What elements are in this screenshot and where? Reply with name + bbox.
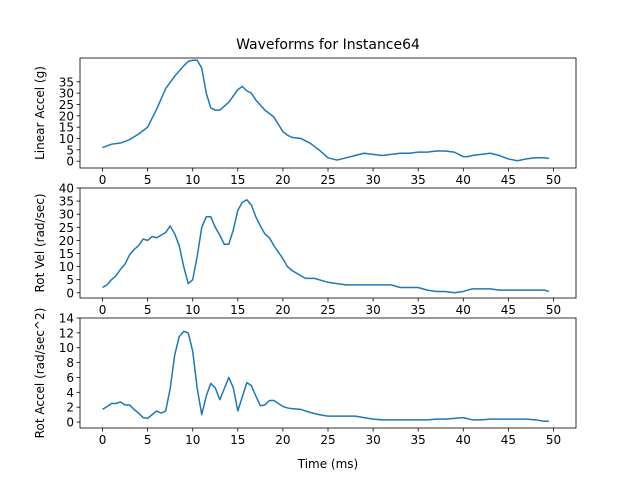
y-tick-label: 35 xyxy=(59,75,74,89)
x-tick-label: 15 xyxy=(230,173,245,187)
x-tick-label: 10 xyxy=(185,303,200,317)
y-tick-label: 14 xyxy=(59,312,74,326)
y-axis-label: Rot Accel (rad/sec^2) xyxy=(33,308,47,439)
y-tick-label: 12 xyxy=(59,326,74,340)
x-tick-label: 15 xyxy=(230,433,245,447)
x-tick-label: 50 xyxy=(546,433,561,447)
x-tick-label: 35 xyxy=(411,173,426,187)
x-tick-label: 40 xyxy=(456,303,471,317)
y-tick-label: 8 xyxy=(66,356,74,370)
y-tick-label: 40 xyxy=(59,182,74,196)
y-tick-label: 0 xyxy=(66,286,74,300)
y-tick-label: 10 xyxy=(59,341,74,355)
x-tick-label: 40 xyxy=(456,433,471,447)
x-tick-label: 20 xyxy=(275,173,290,187)
y-tick-label: 0 xyxy=(66,416,74,430)
x-tick-label: 20 xyxy=(275,303,290,317)
y-tick-label: 0 xyxy=(66,155,74,169)
x-tick-label: 10 xyxy=(185,173,200,187)
x-tick-label: 25 xyxy=(320,303,335,317)
x-tick-label: 30 xyxy=(365,173,380,187)
y-tick-label: 15 xyxy=(59,247,74,261)
series-line xyxy=(102,59,550,162)
x-tick-label: 50 xyxy=(546,173,561,187)
x-tick-label: 15 xyxy=(230,303,245,317)
y-axis-label: Rot Vel (rad/sec) xyxy=(33,193,47,292)
x-tick-label: 30 xyxy=(365,303,380,317)
y-tick-label: 10 xyxy=(59,260,74,274)
y-tick-label: 10 xyxy=(59,132,74,146)
subplot-2: 0 5 10 15 20 25 30 35 40 45 500510152025303540Rot … xyxy=(33,182,577,317)
x-tick-label: 30 xyxy=(365,433,380,447)
axes-frame xyxy=(79,317,577,429)
x-tick-label: 5 xyxy=(144,433,152,447)
x-tick-label: 5 xyxy=(144,303,152,317)
y-tick-label: 25 xyxy=(59,221,74,235)
x-tick-label: 50 xyxy=(546,303,561,317)
y-tick-label: 4 xyxy=(66,386,74,400)
figure-title: Waveforms for Instance64 xyxy=(236,37,420,53)
y-tick-label: 5 xyxy=(66,143,74,157)
y-tick-label: 20 xyxy=(59,234,74,248)
x-tick-label: 0 xyxy=(99,173,107,187)
y-tick-label: 25 xyxy=(59,98,74,112)
axes-frame xyxy=(79,187,577,299)
x-tick-label: 25 xyxy=(320,433,335,447)
y-tick-label: 15 xyxy=(59,121,74,135)
x-tick-label: 0 xyxy=(99,433,107,447)
x-tick-label: 25 xyxy=(320,173,335,187)
x-tick-label: 20 xyxy=(275,433,290,447)
x-tick-label: 40 xyxy=(456,173,471,187)
x-tick-label: 35 xyxy=(411,303,426,317)
subplot-1: 0 5 10 15 20 25 30 35 40 45 5005101520253035Linear… xyxy=(33,57,577,187)
y-tick-label: 30 xyxy=(59,208,74,222)
x-tick-label: 10 xyxy=(185,433,200,447)
subplot-group: 0 5 10 15 20 25 30 35 40 45 5005101520253035Linear… xyxy=(33,57,577,471)
x-tick-label: 5 xyxy=(144,173,152,187)
x-tick-label: 45 xyxy=(501,173,516,187)
series-line xyxy=(102,330,549,423)
x-tick-label: 0 xyxy=(99,303,107,317)
y-tick-label: 20 xyxy=(59,109,74,123)
y-tick-label: 35 xyxy=(59,195,74,209)
x-axis-label: Time (ms) xyxy=(297,457,359,471)
x-tick-label: 35 xyxy=(411,433,426,447)
x-tick-label: 45 xyxy=(501,303,516,317)
y-tick-label: 2 xyxy=(66,401,74,415)
y-tick-label: 30 xyxy=(59,87,74,101)
y-tick-label: 6 xyxy=(66,371,74,385)
x-tick-label: 45 xyxy=(501,433,516,447)
y-tick-label: 5 xyxy=(66,273,74,287)
y-axis-label: Linear Accel (g) xyxy=(33,66,47,160)
series-line xyxy=(102,199,550,294)
